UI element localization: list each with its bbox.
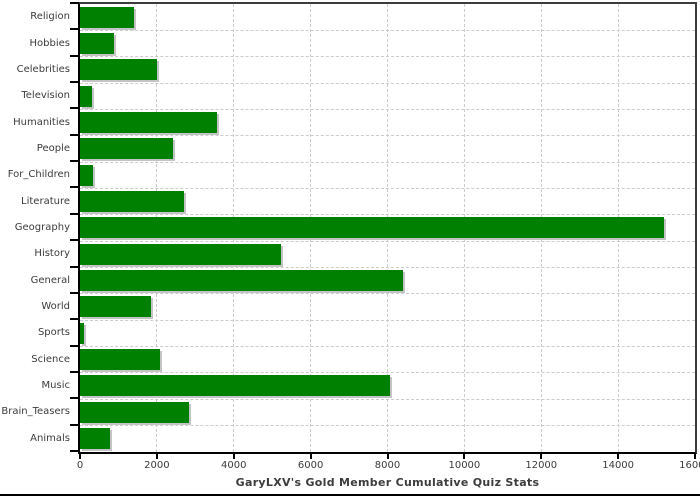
horizontal-gridline (80, 214, 695, 216)
bar (80, 349, 160, 371)
horizontal-gridline (80, 135, 695, 137)
horizontal-gridline (80, 240, 695, 242)
y-axis-label: Celebrities (16, 63, 70, 75)
y-axis-tick (70, 186, 79, 189)
y-axis-tick (70, 265, 79, 268)
horizontal-gridline (80, 108, 695, 110)
horizontal-gridline (80, 29, 695, 31)
y-axis-label: Humanities (13, 116, 70, 128)
y-axis-label: World (41, 301, 70, 313)
y-axis-label: Television (21, 90, 70, 102)
y-axis-label: Literature (21, 195, 70, 207)
y-axis-label: For_Children (7, 169, 70, 181)
y-axis-tick (70, 397, 79, 400)
bar (80, 270, 403, 292)
x-axis-tick (694, 454, 696, 459)
x-axis-tick-label: 10000 (448, 460, 481, 471)
x-axis-tick-label: 2000 (144, 460, 170, 471)
x-axis-tick (386, 454, 389, 459)
x-axis-tick-label: 16000 (679, 460, 700, 471)
y-axis-tick (70, 54, 79, 57)
bar (80, 401, 190, 423)
horizontal-gridline (80, 293, 695, 295)
y-axis-tick (70, 160, 79, 163)
y-axis-tick (70, 81, 79, 84)
y-axis-label: Religion (30, 11, 70, 23)
bar (80, 32, 114, 54)
horizontal-gridline (80, 187, 695, 189)
bar (80, 138, 174, 160)
x-axis-tick (309, 454, 312, 459)
x-axis-tick (79, 454, 81, 459)
x-axis-tick (232, 454, 235, 459)
x-axis-tick (463, 454, 466, 459)
horizontal-gridline (80, 56, 695, 58)
y-axis-tick (70, 318, 79, 321)
y-axis-tick (70, 344, 79, 347)
bar (80, 111, 217, 133)
horizontal-gridline (80, 425, 695, 427)
y-axis-label: General (30, 274, 70, 286)
bar (80, 322, 84, 344)
y-axis-tick (70, 107, 79, 110)
x-axis-tick (617, 454, 620, 459)
y-axis-tick (70, 450, 79, 452)
y-axis-tick (70, 291, 79, 294)
bar (80, 85, 92, 107)
y-axis-label: People (36, 142, 70, 154)
bar (80, 428, 110, 450)
y-axis-tick (70, 2, 79, 4)
bar (80, 190, 184, 212)
horizontal-gridline (80, 398, 695, 400)
y-axis-label: Geography (14, 222, 70, 233)
bar (80, 296, 152, 318)
bar (80, 243, 282, 265)
x-axis-tick-label: 0 (76, 460, 84, 471)
x-axis-tick-label: 6000 (297, 460, 324, 471)
chart-title: GaryLXV's Gold Member Cumulative Quiz St… (235, 476, 540, 489)
x-axis-tick (155, 454, 158, 459)
horizontal-gridline (80, 372, 695, 374)
horizontal-gridline (80, 161, 695, 163)
horizontal-gridline (80, 82, 695, 84)
x-axis-tick-label: 12000 (525, 460, 558, 471)
y-axis-tick (70, 133, 79, 136)
y-axis-tick (70, 28, 79, 31)
x-axis-tick-label: 8000 (374, 460, 401, 471)
horizontal-gridline (80, 267, 695, 269)
bar (80, 375, 391, 397)
bar (80, 59, 157, 81)
y-axis-label: Hobbies (29, 37, 70, 49)
y-axis-label: Animals (30, 432, 70, 444)
x-axis-tick-label: 14000 (602, 460, 635, 471)
y-axis-label: Brain_Teasers (1, 406, 70, 418)
y-axis-label: History (34, 248, 70, 260)
y-axis-tick (70, 239, 79, 242)
y-axis-label: Science (31, 353, 70, 365)
x-axis-tick (540, 454, 543, 459)
bar (80, 217, 665, 239)
y-axis-label: Sports (37, 327, 70, 339)
y-axis-tick (70, 423, 79, 426)
y-axis-tick (70, 212, 79, 215)
plot-area (78, 2, 697, 454)
bottom-divider (0, 494, 700, 496)
horizontal-gridline (80, 346, 695, 348)
bar (80, 6, 134, 28)
horizontal-gridline (80, 319, 695, 321)
y-axis-tick (70, 370, 79, 373)
bar (80, 164, 94, 186)
y-axis-label: Music (41, 380, 70, 392)
x-axis-tick-label: 4000 (221, 460, 247, 471)
